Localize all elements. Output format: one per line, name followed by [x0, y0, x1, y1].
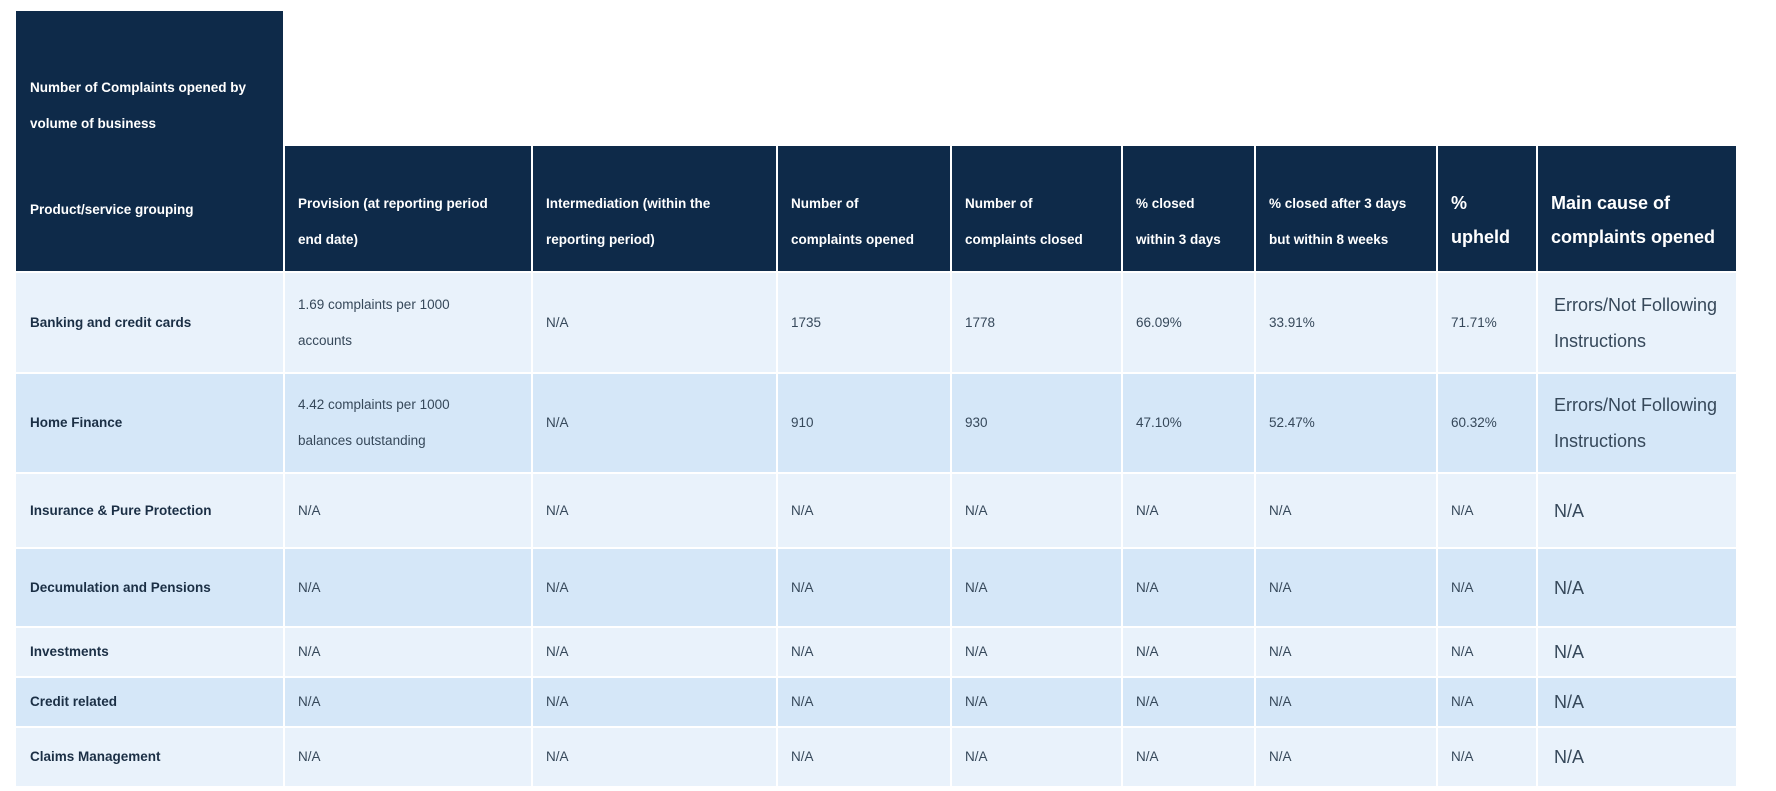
cell-complaints-closed: N/A — [952, 474, 1121, 547]
table-row-credit-related: Credit related N/A N/A N/A N/A N/A N/A N… — [16, 678, 1736, 726]
cell-complaints-closed: N/A — [952, 728, 1121, 786]
cell-product-service-grouping: Credit related — [16, 678, 283, 726]
column-header-pct-upheld: % upheld — [1438, 146, 1536, 271]
table-row-decumulation-and-pensions: Decumulation and Pensions N/A N/A N/A N/… — [16, 549, 1736, 626]
cell-complaints-opened: N/A — [778, 474, 950, 547]
cell-pct-closed-within-3-days: N/A — [1123, 728, 1254, 786]
cell-product-service-grouping: Insurance & Pure Protection — [16, 474, 283, 547]
column-header-main-cause: Main cause of complaints opened — [1538, 146, 1736, 271]
cell-pct-upheld: N/A — [1438, 549, 1536, 626]
corner-title: Number of Complaints opened by volume of… — [30, 70, 275, 142]
cell-pct-upheld: N/A — [1438, 678, 1536, 726]
cell-pct-closed-after-3-days: N/A — [1256, 678, 1436, 726]
cell-pct-closed-within-3-days: N/A — [1123, 474, 1254, 547]
cell-provision: N/A — [285, 549, 531, 626]
cell-intermediation: N/A — [533, 273, 776, 372]
cell-pct-closed-within-3-days: 47.10% — [1123, 374, 1254, 472]
cell-product-service-grouping: Home Finance — [16, 374, 283, 472]
cell-pct-closed-after-3-days: N/A — [1256, 549, 1436, 626]
corner-title-line: Number of Complaints opened by — [30, 80, 247, 95]
cell-pct-closed-after-3-days: N/A — [1256, 628, 1436, 676]
column-header-pct-closed-within-3-days: % closed within 3 days — [1123, 146, 1254, 271]
cell-main-cause: Errors/Not Following Instructions — [1538, 273, 1736, 372]
table-row-investments: Investments N/A N/A N/A N/A N/A N/A N/A … — [16, 628, 1736, 676]
cell-intermediation: N/A — [533, 374, 776, 472]
complaints-data-table: Number of Complaints opened by volume of… — [14, 9, 1738, 788]
cell-pct-upheld: 60.32% — [1438, 374, 1536, 472]
cell-product-service-grouping: Decumulation and Pensions — [16, 549, 283, 626]
cell-pct-closed-within-3-days: 66.09% — [1123, 273, 1254, 372]
cell-complaints-closed: 1778 — [952, 273, 1121, 372]
column-header-complaints-opened: Number of complaints opened — [778, 146, 950, 271]
cell-intermediation: N/A — [533, 474, 776, 547]
cell-main-cause: N/A — [1538, 628, 1736, 676]
column-header-intermediation: Intermediation (within the reporting per… — [533, 146, 776, 271]
cell-complaints-opened: 910 — [778, 374, 950, 472]
cell-main-cause: N/A — [1538, 549, 1736, 626]
cell-product-service-grouping: Banking and credit cards — [16, 273, 283, 372]
cell-main-cause: N/A — [1538, 474, 1736, 547]
cell-pct-upheld: N/A — [1438, 728, 1536, 786]
table-row-banking-and-credit-cards: Banking and credit cards 1.69 complaints… — [16, 273, 1736, 372]
cell-pct-upheld: N/A — [1438, 628, 1536, 676]
cell-main-cause: Errors/Not Following Instructions — [1538, 374, 1736, 472]
cell-complaints-opened: N/A — [778, 628, 950, 676]
cell-complaints-closed: N/A — [952, 628, 1121, 676]
cell-pct-closed-within-3-days: N/A — [1123, 628, 1254, 676]
header-row: Provision (at reporting period end date)… — [16, 146, 1736, 271]
cell-complaints-opened: N/A — [778, 549, 950, 626]
table-row-home-finance: Home Finance 4.42 complaints per 1000 ba… — [16, 374, 1736, 472]
cell-main-cause: N/A — [1538, 728, 1736, 786]
cell-provision: N/A — [285, 678, 531, 726]
column-header-complaints-closed: Number of complaints closed — [952, 146, 1121, 271]
cell-pct-closed-within-3-days: N/A — [1123, 549, 1254, 626]
cell-intermediation: N/A — [533, 678, 776, 726]
table-row-insurance-pure-protection: Insurance & Pure Protection N/A N/A N/A … — [16, 474, 1736, 547]
cell-provision: 4.42 complaints per 1000 balances outsta… — [285, 374, 531, 472]
cell-pct-closed-after-3-days: N/A — [1256, 474, 1436, 547]
cell-pct-closed-after-3-days: 52.47% — [1256, 374, 1436, 472]
corner-header-product-service-grouping: Number of Complaints opened by volume of… — [16, 11, 283, 271]
cell-product-service-grouping: Claims Management — [16, 728, 283, 786]
cell-complaints-closed: 930 — [952, 374, 1121, 472]
header-spacer — [285, 11, 1736, 144]
cell-product-service-grouping: Investments — [16, 628, 283, 676]
column-header-pct-closed-after-3-days: % closed after 3 days but within 8 weeks — [1256, 146, 1436, 271]
column-header-provision: Provision (at reporting period end date) — [285, 146, 531, 271]
table-row-claims-management: Claims Management N/A N/A N/A N/A N/A N/… — [16, 728, 1736, 786]
cell-main-cause: N/A — [1538, 678, 1736, 726]
cell-pct-upheld: N/A — [1438, 474, 1536, 547]
cell-provision: N/A — [285, 474, 531, 547]
cell-provision: N/A — [285, 628, 531, 676]
cell-pct-closed-within-3-days: N/A — [1123, 678, 1254, 726]
cell-complaints-opened: 1735 — [778, 273, 950, 372]
cell-provision: N/A — [285, 728, 531, 786]
cell-complaints-closed: N/A — [952, 678, 1121, 726]
cell-intermediation: N/A — [533, 728, 776, 786]
cell-complaints-opened: N/A — [778, 678, 950, 726]
cell-complaints-closed: N/A — [952, 549, 1121, 626]
cell-pct-upheld: 71.71% — [1438, 273, 1536, 372]
cell-complaints-opened: N/A — [778, 728, 950, 786]
cell-pct-closed-after-3-days: N/A — [1256, 728, 1436, 786]
cell-intermediation: N/A — [533, 628, 776, 676]
header-spacer-row: Number of Complaints opened by volume of… — [16, 11, 1736, 271]
cell-pct-closed-after-3-days: 33.91% — [1256, 273, 1436, 372]
cell-intermediation: N/A — [533, 549, 776, 626]
corner-subtitle: Product/service grouping — [30, 202, 194, 217]
corner-title-line: volume of business — [30, 116, 157, 131]
cell-provision: 1.69 complaints per 1000 accounts — [285, 273, 531, 372]
